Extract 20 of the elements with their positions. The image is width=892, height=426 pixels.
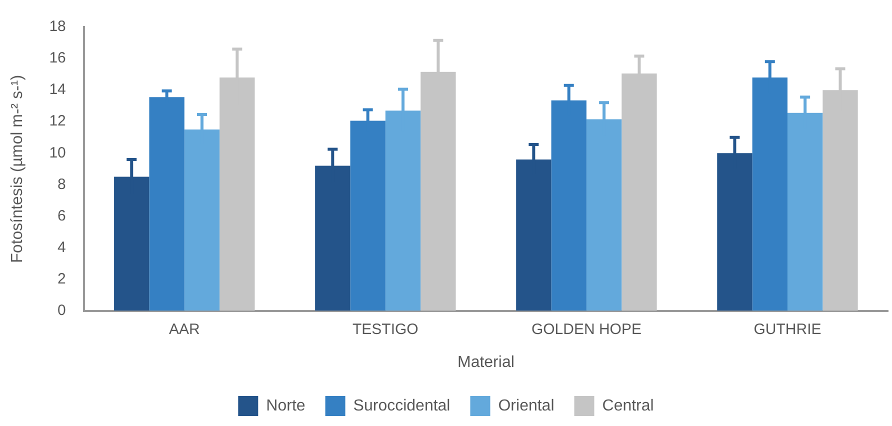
legend-label: Central	[602, 397, 654, 414]
y-tick-label: 12	[49, 112, 66, 130]
y-tick-label: 16	[49, 50, 66, 67]
y-tick-label: 10	[49, 144, 66, 162]
legend-label: Oriental	[498, 397, 554, 414]
y-tick-label: 8	[58, 176, 66, 193]
x-tick-label: AAR	[168, 320, 200, 338]
legend-label: Suroccidental	[353, 397, 450, 414]
y-tick-label: 4	[58, 238, 66, 256]
legend-label: Norte	[266, 397, 306, 414]
x-tick-label: GUTHRIE	[754, 320, 822, 338]
y-tick-label: 0	[58, 302, 66, 319]
x-tick-label: TESTIGO	[352, 320, 418, 338]
y-axis-title: Fotosíntesis (µmol m-² s-¹)	[9, 74, 26, 263]
y-tick-label: 6	[58, 207, 66, 224]
x-tick-label: GOLDEN HOPE	[531, 320, 642, 338]
y-tick-label: 18	[49, 18, 66, 36]
x-axis-title: Material	[457, 354, 514, 371]
y-tick-label: 2	[58, 270, 66, 288]
y-tick-label: 14	[49, 81, 66, 98]
